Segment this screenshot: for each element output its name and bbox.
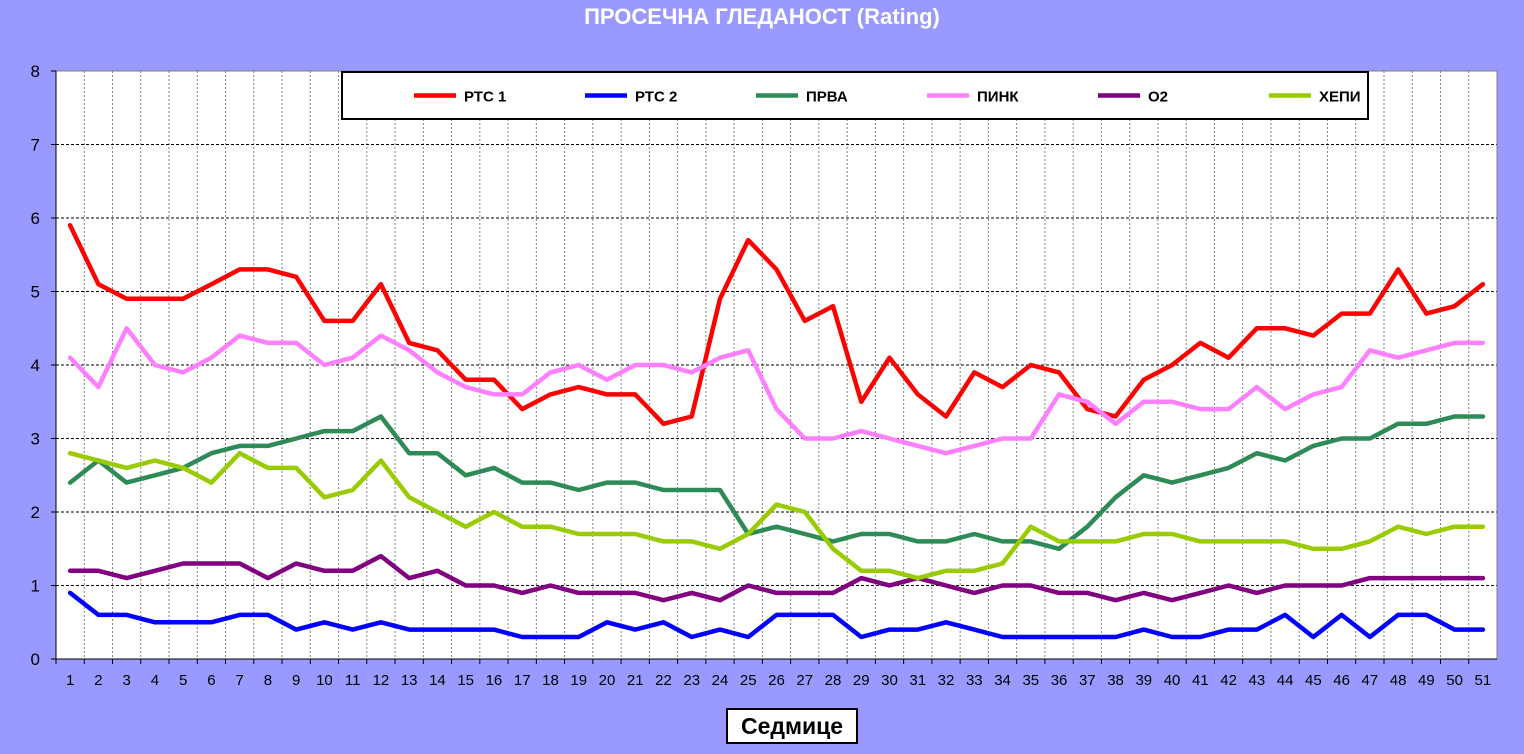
- x-tick-label: 37: [1079, 672, 1096, 689]
- legend-label-5: О2: [1148, 89, 1168, 106]
- y-tick-label: 5: [31, 283, 40, 302]
- series-line-3: [67, 414, 1486, 552]
- y-tick-label: 7: [31, 136, 40, 155]
- x-tick-label: 22: [655, 672, 672, 689]
- x-tick-label: 41: [1192, 672, 1209, 689]
- x-tick-label: 8: [264, 672, 272, 689]
- legend-label-3: ПРВА: [806, 89, 848, 106]
- y-tick-label: 2: [31, 503, 40, 522]
- x-tick-label: 48: [1390, 672, 1407, 689]
- y-tick-label: 0: [31, 650, 40, 669]
- series-line-2: [67, 590, 1486, 640]
- x-tick-label: 49: [1418, 672, 1435, 689]
- x-tick-label: 17: [514, 672, 531, 689]
- x-tick-label: 35: [1022, 672, 1039, 689]
- series-line-5: [67, 553, 1486, 603]
- x-tick-label: 36: [1051, 672, 1068, 689]
- y-tick-label: 6: [31, 209, 40, 228]
- x-tick-label: 47: [1362, 672, 1379, 689]
- x-tick-label: 16: [486, 672, 503, 689]
- series-line-6: [67, 450, 1486, 581]
- x-tick-label: 11: [345, 672, 361, 689]
- x-tick-label: 51: [1475, 672, 1492, 689]
- x-tick-label: 6: [207, 672, 215, 689]
- x-tick-label: 29: [853, 672, 870, 689]
- legend-label-4: ПИНК: [977, 89, 1019, 106]
- x-tick-label: 25: [740, 672, 757, 689]
- chart-title: ПРОСЕЧНА ГЛЕДАНОСТ (Rating): [584, 4, 940, 29]
- x-tick-label: 43: [1248, 672, 1265, 689]
- x-tick-label: 31: [909, 672, 926, 689]
- x-tick-label: 13: [401, 672, 418, 689]
- x-tick-label: 20: [599, 672, 616, 689]
- y-tick-label: 4: [31, 356, 40, 375]
- x-tick-label: 4: [151, 672, 159, 689]
- legend-box: [341, 71, 1369, 120]
- x-tick-label: 45: [1305, 672, 1322, 689]
- x-tick-label: 34: [994, 672, 1011, 689]
- x-tick-label: 39: [1135, 672, 1152, 689]
- x-tick-label: 42: [1220, 672, 1237, 689]
- x-tick-label: 3: [122, 672, 130, 689]
- x-tick-label: 24: [712, 672, 729, 689]
- series-line-4: [67, 326, 1486, 456]
- x-tick-label: 9: [292, 672, 300, 689]
- series-line-1: [67, 223, 1486, 427]
- x-tick-label: 27: [796, 672, 813, 689]
- x-tick-label: 40: [1164, 672, 1181, 689]
- x-tick-label: 18: [542, 672, 559, 689]
- y-tick-label: 3: [31, 430, 40, 449]
- x-tick-label: 38: [1107, 672, 1124, 689]
- x-tick-label: 2: [94, 672, 102, 689]
- x-tick-label: 21: [627, 672, 644, 689]
- y-tick-label: 8: [31, 62, 40, 81]
- x-tick-label: 5: [179, 672, 187, 689]
- x-tick-label: 14: [429, 672, 446, 689]
- x-tick-label: 7: [235, 672, 243, 689]
- x-tick-label: 26: [768, 672, 785, 689]
- x-tick-label: 50: [1446, 672, 1463, 689]
- x-tick-label: 12: [373, 672, 390, 689]
- x-tick-label: 15: [457, 672, 474, 689]
- x-tick-label: 1: [66, 672, 74, 689]
- x-tick-label: 46: [1333, 672, 1350, 689]
- x-tick-label: 33: [966, 672, 983, 689]
- y-tick-label: 1: [31, 577, 40, 596]
- x-tick-label: 32: [938, 672, 955, 689]
- x-tick-label: 30: [881, 672, 898, 689]
- legend-label-6: ХЕПИ: [1319, 89, 1361, 106]
- x-tick-label: 23: [683, 672, 700, 689]
- x-tick-label: 10: [316, 672, 333, 689]
- x-tick-label: 44: [1277, 672, 1294, 689]
- legend-label-2: РТС 2: [635, 89, 677, 106]
- x-tick-label: 28: [825, 672, 842, 689]
- x-tick-label: 19: [570, 672, 587, 689]
- legend-label-1: РТС 1: [464, 89, 506, 106]
- x-axis-label: Седмице: [726, 708, 858, 744]
